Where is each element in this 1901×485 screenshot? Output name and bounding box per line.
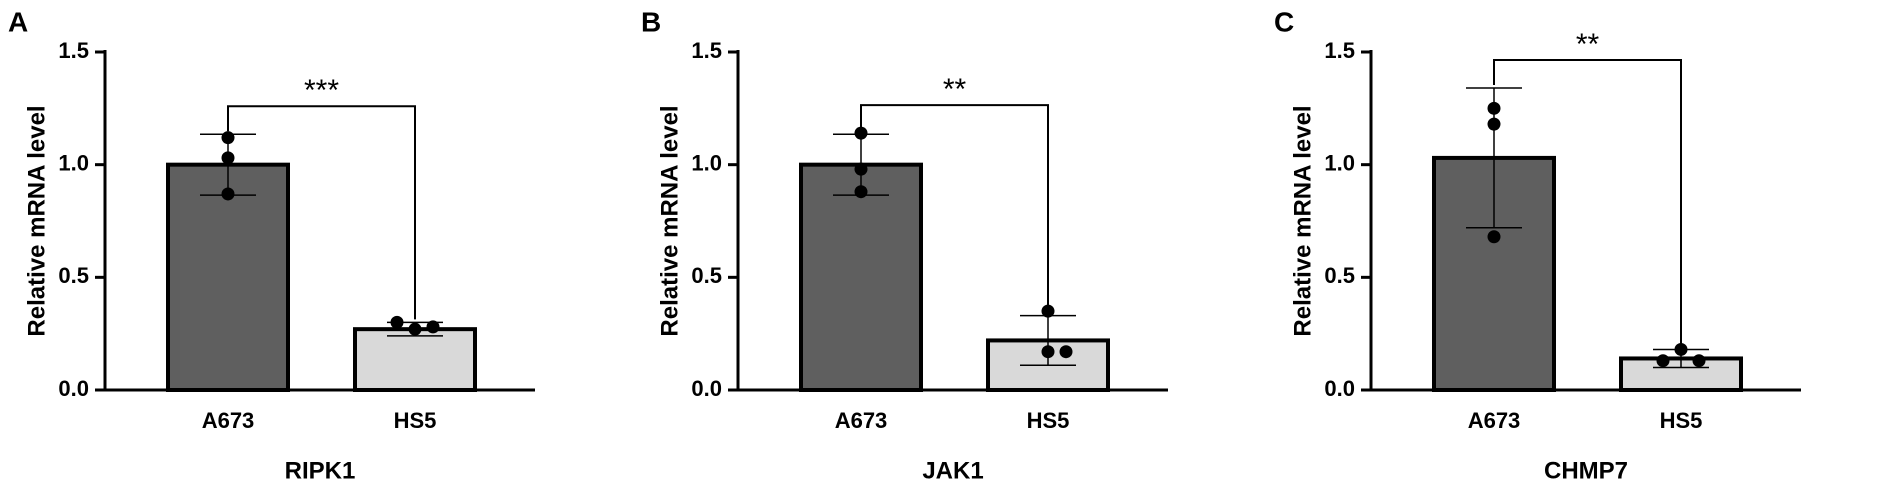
- significance-label: ***: [304, 74, 339, 107]
- y-tick-label: 0.0: [1324, 376, 1355, 401]
- panel-label: B: [641, 6, 661, 37]
- x-tick-label: HS5: [1027, 408, 1070, 433]
- significance-label: **: [1576, 28, 1600, 61]
- significance-bracket: [1493, 59, 1682, 347]
- y-tick-label: 1.0: [1324, 150, 1355, 175]
- x-tick-label: A673: [835, 408, 888, 433]
- y-tick-label: 0.0: [58, 376, 89, 401]
- x-axis-label: JAK1: [922, 457, 983, 484]
- y-tick-label: 1.5: [1324, 38, 1355, 63]
- data-point: [1674, 342, 1688, 356]
- significance-bracket: [860, 104, 1049, 313]
- significance-bracket: [227, 105, 416, 320]
- y-tick-label: 1.0: [58, 150, 89, 175]
- y-axis-label: Relative mRNA level: [656, 105, 683, 336]
- x-tick-label: A673: [202, 408, 255, 433]
- x-tick-label: HS5: [394, 408, 437, 433]
- bar: [166, 162, 290, 392]
- significance-label: **: [943, 73, 967, 106]
- bar: [353, 327, 477, 393]
- y-axis-label: Relative mRNA level: [1289, 105, 1316, 336]
- y-axis-label: Relative mRNA level: [23, 105, 50, 336]
- data-point: [1487, 117, 1501, 131]
- y-tick-label: 0.5: [691, 263, 722, 288]
- data-point: [1487, 101, 1501, 115]
- data-point: [1487, 230, 1501, 244]
- data-point: [854, 185, 868, 199]
- data-point: [408, 322, 422, 336]
- y-tick-label: 1.0: [691, 150, 722, 175]
- y-tick-label: 0.0: [691, 376, 722, 401]
- y-tick-label: 1.5: [58, 38, 89, 63]
- y-tick-label: 0.5: [58, 263, 89, 288]
- data-point: [221, 131, 235, 145]
- bar: [799, 162, 923, 392]
- data-point: [221, 187, 235, 201]
- data-point: [854, 126, 868, 140]
- panel-label: A: [8, 6, 28, 37]
- data-point: [390, 315, 404, 329]
- y-tick-label: 1.5: [691, 38, 722, 63]
- x-axis-label: CHMP7: [1544, 457, 1628, 484]
- x-tick-label: HS5: [1660, 408, 1703, 433]
- data-point: [1692, 354, 1706, 368]
- x-axis-label: RIPK1: [285, 457, 356, 484]
- data-point: [221, 151, 235, 165]
- data-point: [1656, 354, 1670, 368]
- data-point: [426, 320, 440, 334]
- data-point: [854, 162, 868, 176]
- data-point: [1059, 345, 1073, 359]
- data-point: [1041, 345, 1055, 359]
- y-tick-label: 0.5: [1324, 263, 1355, 288]
- x-tick-label: A673: [1468, 408, 1521, 433]
- panel-label: C: [1274, 6, 1294, 37]
